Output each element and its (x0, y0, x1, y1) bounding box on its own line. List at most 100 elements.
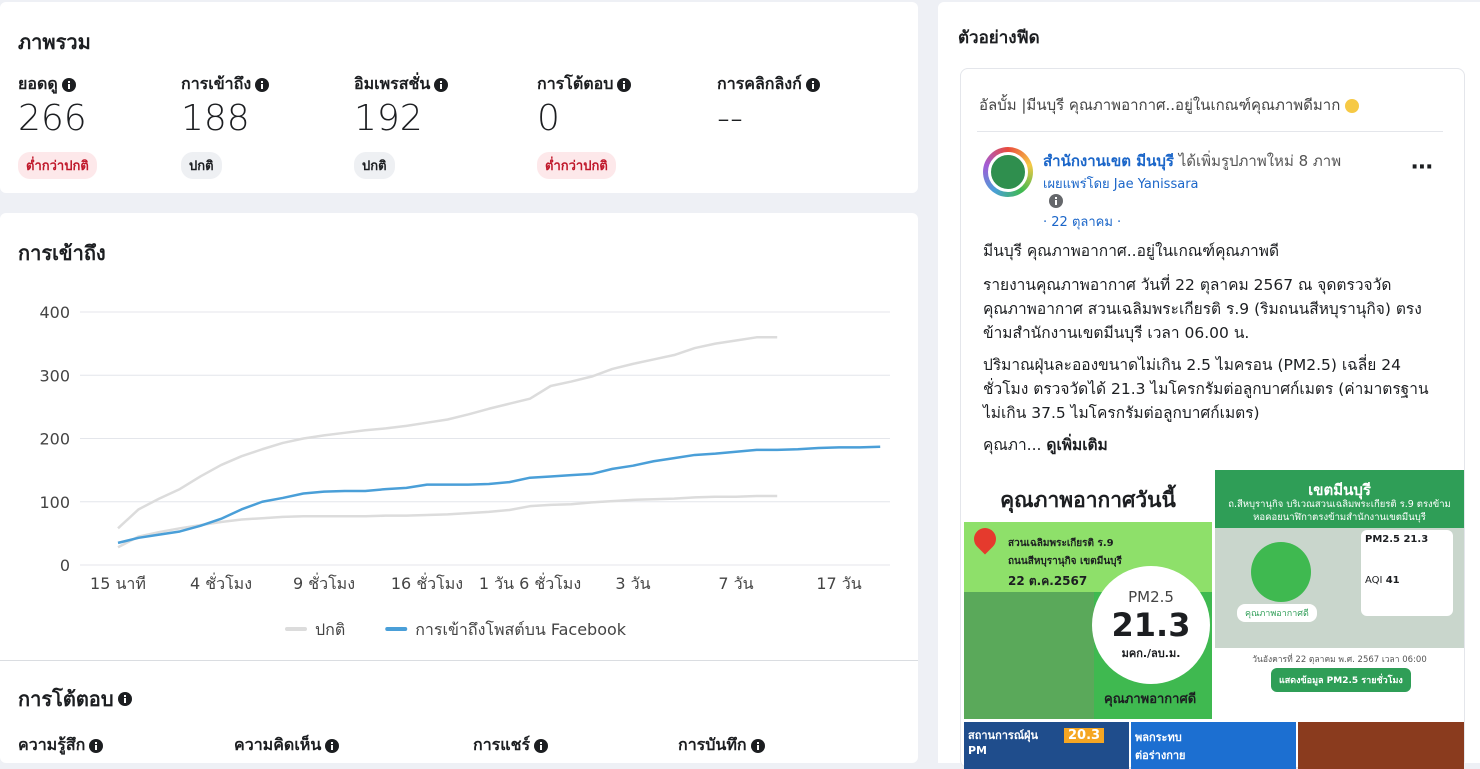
metric-label: การบันทึก (678, 735, 747, 754)
album: อัลบั้ม |มีนบุรี คุณภาพอากาศ..อยู่ในเกณฑ… (979, 96, 1341, 114)
post-date[interactable]: · 22 ตุลาคม · (1043, 215, 1122, 230)
x-tick-label: 1 วัน 6 ชั่วโมง (479, 572, 581, 593)
metric-label: ความรู้สึก (18, 735, 86, 754)
thumb[interactable]: สถานการณ์ฝุ่น PM 20.3 (964, 722, 1129, 769)
status-badge: ปกติ (354, 152, 395, 179)
interactions-title: การโต้ตอบ (18, 687, 114, 711)
reach-chart: 0 100 200 300 400 15 นาที 4 ชั่วโมง 9 ชั่วโมง 16… (39, 303, 890, 639)
legend-label: ปกติ (315, 620, 345, 639)
shared-by[interactable]: เผยแพร่โดย Jae Yanissara (1043, 177, 1199, 192)
y-tick-label: 100 (39, 493, 70, 512)
metric-label: ยอดดู (18, 74, 58, 93)
series-line (117, 445, 881, 545)
metric-label: การคลิกลิงก์ (717, 74, 802, 93)
metric-label: อิมเพรสชั่น (354, 74, 431, 93)
image-text: คุณภาพอากาศดี (1237, 604, 1317, 622)
interactions-heading: การโต้ตอบ (18, 683, 132, 715)
metric-label: การเข้าถึง (181, 74, 252, 93)
y-tick-label: 200 (39, 430, 70, 449)
image-text: ถนนสีหบุรานุกิจ เขตมีนบุรี (1008, 556, 1122, 567)
metric-value: 188 (181, 98, 250, 139)
metric-label: การแชร์ (473, 735, 531, 754)
info-icon[interactable] (617, 77, 632, 92)
info-icon[interactable] (534, 738, 549, 753)
info-icon[interactable] (255, 77, 270, 92)
post-image[interactable]: คุณภาพอากาศวันนี้ สวนเฉลิมพระเกียรติ ร.9… (964, 470, 1212, 719)
x-tick-label: 4 ชั่วโมง (190, 572, 252, 593)
reach-title: การเข้าถึง (18, 241, 106, 265)
metric-value: 0 (537, 98, 560, 139)
divider (0, 660, 918, 661)
feed-panel: ตัวอย่างฟีด อัลบั้ม |มีนบุรี คุณภาพอากาศ… (938, 2, 1480, 769)
metric-label: การโต้ตอบ (537, 74, 614, 93)
post-action: ได้เพิ่มรูปภาพใหม่ 8 ภาพ (1178, 152, 1342, 170)
x-tick-label: 17 วัน (816, 574, 861, 593)
metric-label: ความคิดเห็น (234, 735, 322, 754)
info-icon[interactable] (61, 77, 76, 92)
metric-label-row: การคลิกลิงก์ (717, 72, 820, 97)
more-menu[interactable]: ⋯ (1411, 155, 1434, 180)
face (1251, 542, 1311, 602)
y-tick-label: 400 (39, 303, 70, 322)
post-more: คุณภา... ดูเพิ่มเติม (983, 433, 1443, 457)
status-badge: ต่ำกว่าปกติ (537, 152, 616, 179)
normal-range-upper (117, 336, 778, 530)
image-text: PM2.5 (1128, 588, 1174, 606)
album-line: อัลบั้ม |มีนบุรี คุณภาพอากาศ..อยู่ในเกณฑ… (979, 93, 1360, 117)
post-image[interactable]: เขตมีนบุรี ถ.สีหบุรานุกิจ บริเวณสวนเฉลิม… (1215, 470, 1464, 719)
image-text: วันอังคารที่ 22 ตุลาคม พ.ศ. 2567 เวลา 06… (1252, 655, 1427, 665)
image-text: 21.3 (1111, 606, 1191, 644)
page-name[interactable]: สำนักงานเขต มีนบุรี (1043, 152, 1174, 170)
metric-label-row: การแชร์ (473, 733, 549, 758)
info-icon[interactable] (325, 738, 340, 753)
x-tick-label: 3 วัน (615, 574, 650, 593)
image-text: มคก./ลบ.ม. (1121, 647, 1181, 660)
legend-label: การเข้าถึงโพสต์บน Facebook (415, 620, 627, 639)
image-text: ถ.สีหบุรานุกิจ บริเวณสวนเฉลิมพระเกียรติ … (1228, 499, 1451, 523)
image-text: คุณภาพอากาศดี (1104, 692, 1197, 707)
info-icon[interactable] (750, 738, 765, 753)
overview-title: ภาพรวม (18, 30, 91, 54)
see-more[interactable]: ดูเพิ่มเติม (1046, 436, 1108, 454)
y-tick-label: 0 (60, 556, 70, 575)
image-heading: คุณภาพอากาศวันนี้ (1000, 488, 1176, 512)
y-tick-label: 300 (39, 366, 70, 385)
post-paragraph: รายงานคุณภาพอากาศ วันที่ 22 ตุลาคม 2567 … (983, 276, 1422, 342)
overview-card: ภาพรวม ยอดดู 266 ต่ำกว่าปกติ การเข้าถึง 188 ป… (0, 2, 918, 193)
info-icon[interactable] (89, 738, 104, 753)
info-icon[interactable] (805, 77, 820, 92)
x-tick-label: 16 ชั่วโมง (391, 572, 463, 593)
metric-label-row: การบันทึก (678, 733, 765, 758)
post-header: สำนักงานเขต มีนบุรี ได้เพิ่มรูปภาพใหม่ 8… (1043, 149, 1341, 173)
metric-value: -- (717, 98, 743, 139)
x-tick-label: 15 นาที (90, 574, 146, 593)
post-paragraph: ปริมาณฝุ่นละอองขนาดไม่เกิน 2.5 ไมครอน (P… (983, 356, 1429, 422)
info-icon[interactable] (117, 692, 132, 706)
status-badge: ปกติ (181, 152, 222, 179)
metric-label-row: การโต้ตอบ (537, 72, 632, 97)
x-tick-label: 7 วัน (718, 574, 753, 593)
metric-label-row: การเข้าถึง (181, 72, 270, 97)
metric-value: 266 (18, 98, 87, 139)
status-badge: ต่ำกว่าปกติ (18, 152, 97, 179)
metric-label-row: ความคิดเห็น (234, 733, 340, 758)
x-tick-label: 9 ชั่วโมง (293, 572, 355, 593)
thumb-text: สถานการณ์ฝุ่น PM (968, 729, 1038, 757)
metric-label-row: ยอดดู (18, 72, 76, 97)
page-avatar[interactable] (983, 147, 1033, 197)
image-text: 41 (1385, 575, 1400, 586)
emoji (1345, 98, 1360, 113)
info-icon[interactable] (434, 77, 449, 92)
pm-badge: PM2.5 21.3 มคก./ลบ.ม. (1092, 566, 1210, 684)
thumb[interactable] (1298, 722, 1464, 769)
info-icon[interactable] (1049, 194, 1063, 208)
truncated-text: คุณภา... (983, 436, 1042, 454)
thumb[interactable]: พลกระทบต่อร่างกาย (1131, 722, 1296, 769)
image-text: AQI (1365, 575, 1383, 586)
image-text: 22 ต.ค.2567 (1008, 574, 1088, 588)
reach-card: การเข้าถึง 0 100 200 300 400 15 นาที 4 ชั่วโมง… (0, 213, 918, 763)
post: อัลบั้ม |มีนบุรี คุณภาพอากาศ..อยู่ในเกณฑ… (960, 68, 1465, 769)
feed-title: ตัวอย่างฟีด (958, 28, 1040, 48)
thumb-text: 20.3 (1064, 728, 1105, 743)
